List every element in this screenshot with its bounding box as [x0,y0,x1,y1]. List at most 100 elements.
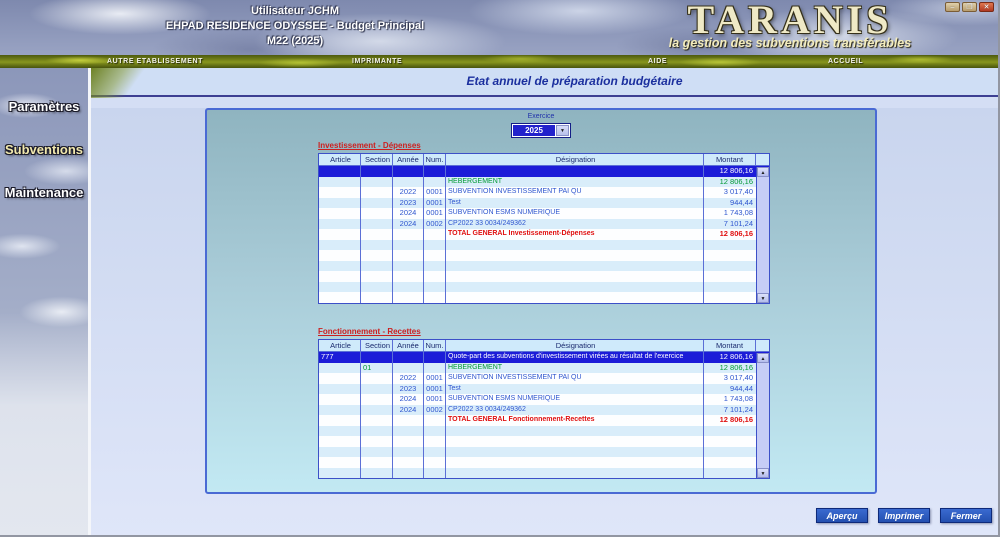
maximize-button[interactable]: ❐ [962,2,977,12]
table-row-empty[interactable] [319,239,769,250]
cell-section [361,436,393,447]
table-row-empty[interactable] [319,281,769,293]
title-band: Etat annuel de préparation budgétaire [91,68,998,98]
cell-section [361,457,393,468]
imprimer-button[interactable]: Imprimer [878,508,930,523]
menu-item-accueil[interactable]: ACCUEIL [828,58,864,65]
table-row[interactable]: 777 Quote-part des subventions d'investis… [319,352,769,363]
vertical-scrollbar[interactable]: ▲ ▼ [756,353,769,478]
table-row[interactable]: 2023 0001 Test 944,44 [319,197,769,208]
table-row[interactable]: 2024 0002 CP2022 33 0034/249362 7 101,24 [319,404,769,415]
cell-montant [704,447,756,458]
cell-article [319,446,361,457]
table-row-empty[interactable] [319,436,769,447]
cell-montant: 7 101,24 [723,218,753,228]
cell-num: 0001 [424,187,446,198]
cell-num: 0001 [424,208,446,219]
cell-num [424,425,446,436]
exercice-combobox[interactable]: 2025 ▼ [511,123,571,138]
cell-num [424,250,446,261]
cell-section [361,239,393,250]
cell-montant [704,457,756,468]
table-body: 12 806,16 HEBERGEMENT 12 806,16 2022 0001 SUB… [319,166,769,303]
sidebar-item-parametres[interactable]: Paramètres [8,99,80,114]
column-header: Num. [424,154,446,165]
table-row-empty[interactable] [319,425,769,437]
table-row[interactable]: 2024 0001 SUBVENTION ESMS NUMERIQUE 1 743,0… [319,394,769,405]
cell-article [319,239,361,250]
menu-item-aide[interactable]: AIDE [648,58,668,65]
cell-montant: 944,44 [730,197,753,207]
cell-designation [446,436,704,447]
cell-section [361,373,393,384]
cell-montant [704,271,756,282]
scroll-down-icon[interactable]: ▼ [757,468,769,478]
table-row[interactable]: 2024 0001 SUBVENTION ESMS NUMERIQUE 1 743,0… [319,208,769,219]
menu-item-autre-etablissement[interactable]: AUTRE ETABLISSEMENT [107,58,204,65]
column-header: Section [361,340,393,351]
sidebar: Paramètres Subventions Maintenance [0,68,91,535]
cell-num [424,281,446,292]
sidebar-item-subventions[interactable]: Subventions [4,142,83,157]
cell-annee: 2022 [393,373,424,384]
cell-annee [393,446,424,457]
cell-article [319,166,361,177]
table-row-empty[interactable] [319,292,769,303]
cell-annee [393,362,424,373]
cell-article [319,383,361,394]
table-row-empty[interactable] [319,457,769,468]
table-row-empty[interactable] [319,467,769,479]
table-row[interactable]: TOTAL GENERAL Investissement-Dépenses 12 … [319,229,769,240]
table-row[interactable]: 2022 0001 SUBVENTION INVESTISSEMENT PAI QU… [319,187,769,198]
combobox-dropdown-icon[interactable]: ▼ [556,125,569,136]
cell-num [424,436,446,447]
table-row[interactable]: 2024 0002 CP2022 33 0034/249362 7 101,24 [319,218,769,229]
column-header: Num. [424,340,446,351]
cell-section [361,176,393,187]
cell-article [319,457,361,468]
table-row-empty[interactable] [319,446,769,458]
menu-item-imprimante[interactable]: IMPRIMANTE [352,58,403,65]
cell-montant [704,282,756,293]
cell-montant [704,261,756,272]
cell-designation: SUBVENTION ESMS NUMERIQUE [446,394,704,405]
table-row-empty[interactable] [319,271,769,282]
cell-montant [704,426,756,437]
cell-article [319,394,361,405]
cell-section [361,404,393,415]
horizontal-divider [91,95,998,97]
section-fonctionnement-recettes: Fonctionnement - Recettes Article Section… [318,327,770,479]
close-button[interactable]: ✕ [979,2,994,12]
apercu-button[interactable]: Aperçu [816,508,868,523]
table-row[interactable]: TOTAL GENERAL Fonctionnement-Recettes 12 … [319,415,769,426]
vertical-scrollbar[interactable]: ▲ ▼ [756,167,769,303]
establishment-label: EHPAD RESIDENCE ODYSSEE - Budget Princip… [165,20,425,32]
scroll-up-icon[interactable]: ▲ [757,167,769,177]
cell-montant [704,436,756,447]
minimize-button[interactable]: – [945,2,960,12]
fermer-button[interactable]: Fermer [940,508,992,523]
scroll-down-icon[interactable]: ▼ [757,292,769,303]
table-row-empty[interactable] [319,250,769,261]
table-row[interactable]: 12 806,16 [319,166,769,177]
cell-montant [704,292,756,303]
cell-article [319,260,361,271]
cell-article [319,271,361,282]
table-row[interactable]: 2022 0001 SUBVENTION INVESTISSEMENT PAI QU… [319,373,769,384]
cell-section [361,208,393,219]
scroll-up-icon[interactable]: ▲ [757,353,769,363]
exercice-value[interactable]: 2025 [513,125,555,136]
cell-montant [704,468,756,479]
cell-designation [446,446,704,457]
cell-num [424,352,446,363]
table-row[interactable]: 2023 0001 Test 944,44 [319,383,769,394]
table-row[interactable]: HEBERGEMENT 12 806,16 [319,176,769,187]
cell-annee [393,436,424,447]
cell-article [319,218,361,229]
cell-designation [446,457,704,468]
table-row-empty[interactable] [319,260,769,272]
sidebar-item-maintenance[interactable]: Maintenance [4,185,84,200]
table-row[interactable]: 01 HEBERGEMENT 12 806,16 [319,362,769,373]
cell-designation [446,281,704,292]
cell-article [319,362,361,373]
